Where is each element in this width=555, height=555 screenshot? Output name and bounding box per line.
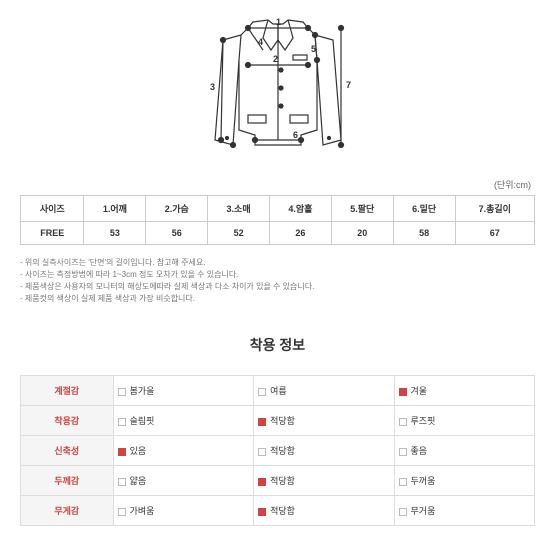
info-option: 있음 bbox=[113, 436, 253, 466]
wear-info-table: 계절감봄가을여름겨울착용감슬림핏적당함루즈핏신축성있음적당함좋음두께감얇음적당함… bbox=[20, 375, 535, 526]
note-line: - 제품컷의 색상이 실제 제품 색상과 가장 비슷합니다. bbox=[20, 293, 535, 305]
info-option: 두꺼움 bbox=[394, 466, 534, 496]
option-text: 무거움 bbox=[411, 506, 436, 516]
info-row-label: 착용감 bbox=[21, 406, 114, 436]
jacket-diagram: 1 2 3 4 5 6 7 bbox=[20, 10, 535, 170]
checkbox-icon bbox=[118, 418, 126, 426]
size-table: 사이즈1.어깨2.가슴3.소매4.암홀5.팔단6.밑단7.총길이 FREE535… bbox=[20, 195, 535, 245]
svg-text:6: 6 bbox=[293, 130, 298, 140]
note-line: - 사이즈는 측정방법에 따라 1~3cm 정도 오차가 있을 수 있습니다. bbox=[20, 269, 535, 281]
option-text: 슬림핏 bbox=[130, 416, 155, 426]
svg-text:2: 2 bbox=[273, 54, 278, 64]
option-text: 얇음 bbox=[130, 476, 147, 486]
checkbox-icon bbox=[399, 508, 407, 516]
option-text: 봄가을 bbox=[130, 386, 155, 396]
info-option: 좋음 bbox=[394, 436, 534, 466]
size-cell: 52 bbox=[208, 222, 270, 245]
size-cell: 26 bbox=[270, 222, 332, 245]
section-title: 착용 정보 bbox=[20, 335, 535, 355]
checkbox-icon bbox=[258, 448, 266, 456]
option-text: 겨울 bbox=[411, 386, 428, 396]
size-cell: 58 bbox=[393, 222, 455, 245]
info-option: 겨울 bbox=[394, 376, 534, 406]
option-text: 루즈핏 bbox=[411, 416, 436, 426]
option-text: 가벼움 bbox=[130, 506, 155, 516]
checkbox-icon bbox=[399, 448, 407, 456]
info-row-label: 계절감 bbox=[21, 376, 114, 406]
checkbox-icon bbox=[258, 388, 266, 396]
size-header: 사이즈 bbox=[21, 196, 84, 222]
size-header: 6.밑단 bbox=[393, 196, 455, 222]
info-option: 루즈핏 bbox=[394, 406, 534, 436]
info-option: 얇음 bbox=[113, 466, 253, 496]
size-header: 4.암홀 bbox=[270, 196, 332, 222]
size-row-label: FREE bbox=[21, 222, 84, 245]
info-option: 무거움 bbox=[394, 496, 534, 526]
option-text: 좋음 bbox=[411, 446, 428, 456]
svg-text:5: 5 bbox=[311, 44, 316, 54]
info-option: 적당함 bbox=[254, 436, 394, 466]
svg-text:7: 7 bbox=[346, 80, 351, 90]
svg-text:4: 4 bbox=[258, 37, 263, 47]
size-cell: 20 bbox=[331, 222, 393, 245]
info-row-label: 두께감 bbox=[21, 466, 114, 496]
size-header: 7.총길이 bbox=[455, 196, 534, 222]
info-option: 슬림핏 bbox=[113, 406, 253, 436]
option-text: 여름 bbox=[270, 386, 287, 396]
size-header: 1.어깨 bbox=[84, 196, 146, 222]
note-line: - 위의 실측사이즈는 '단면'의 길이입니다. 참고해 주세요. bbox=[20, 257, 535, 269]
info-option: 적당함 bbox=[254, 406, 394, 436]
option-text: 적당함 bbox=[270, 416, 295, 426]
checkbox-icon bbox=[399, 388, 407, 396]
size-header: 5.팔단 bbox=[331, 196, 393, 222]
size-header: 3.소매 bbox=[208, 196, 270, 222]
checkbox-icon bbox=[399, 478, 407, 486]
size-cell: 53 bbox=[84, 222, 146, 245]
info-option: 봄가을 bbox=[113, 376, 253, 406]
checkbox-icon bbox=[118, 448, 126, 456]
checkbox-icon bbox=[399, 418, 407, 426]
info-option: 가벼움 bbox=[113, 496, 253, 526]
size-header: 2.가슴 bbox=[146, 196, 208, 222]
option-text: 적당함 bbox=[270, 476, 295, 486]
info-row-label: 신축성 bbox=[21, 436, 114, 466]
info-option: 적당함 bbox=[254, 466, 394, 496]
note-line: - 제품색상은 사용자의 모니터의 해상도에따라 실제 색상과 다소 차이가 있… bbox=[20, 281, 535, 293]
checkbox-icon bbox=[258, 478, 266, 486]
checkbox-icon bbox=[118, 478, 126, 486]
svg-text:3: 3 bbox=[210, 82, 215, 92]
option-text: 적당함 bbox=[270, 506, 295, 516]
svg-text:1: 1 bbox=[276, 17, 281, 27]
checkbox-icon bbox=[258, 418, 266, 426]
option-text: 두꺼움 bbox=[411, 476, 436, 486]
checkbox-icon bbox=[118, 508, 126, 516]
unit-label: (단위:cm) bbox=[20, 178, 535, 191]
info-option: 적당함 bbox=[254, 496, 394, 526]
option-text: 있음 bbox=[130, 446, 147, 456]
checkbox-icon bbox=[258, 508, 266, 516]
notes-block: - 위의 실측사이즈는 '단면'의 길이입니다. 참고해 주세요.- 사이즈는 … bbox=[20, 257, 535, 305]
size-cell: 56 bbox=[146, 222, 208, 245]
checkbox-icon bbox=[118, 388, 126, 396]
info-option: 여름 bbox=[254, 376, 394, 406]
option-text: 적당함 bbox=[270, 446, 295, 456]
info-row-label: 무게감 bbox=[21, 496, 114, 526]
size-cell: 67 bbox=[455, 222, 534, 245]
